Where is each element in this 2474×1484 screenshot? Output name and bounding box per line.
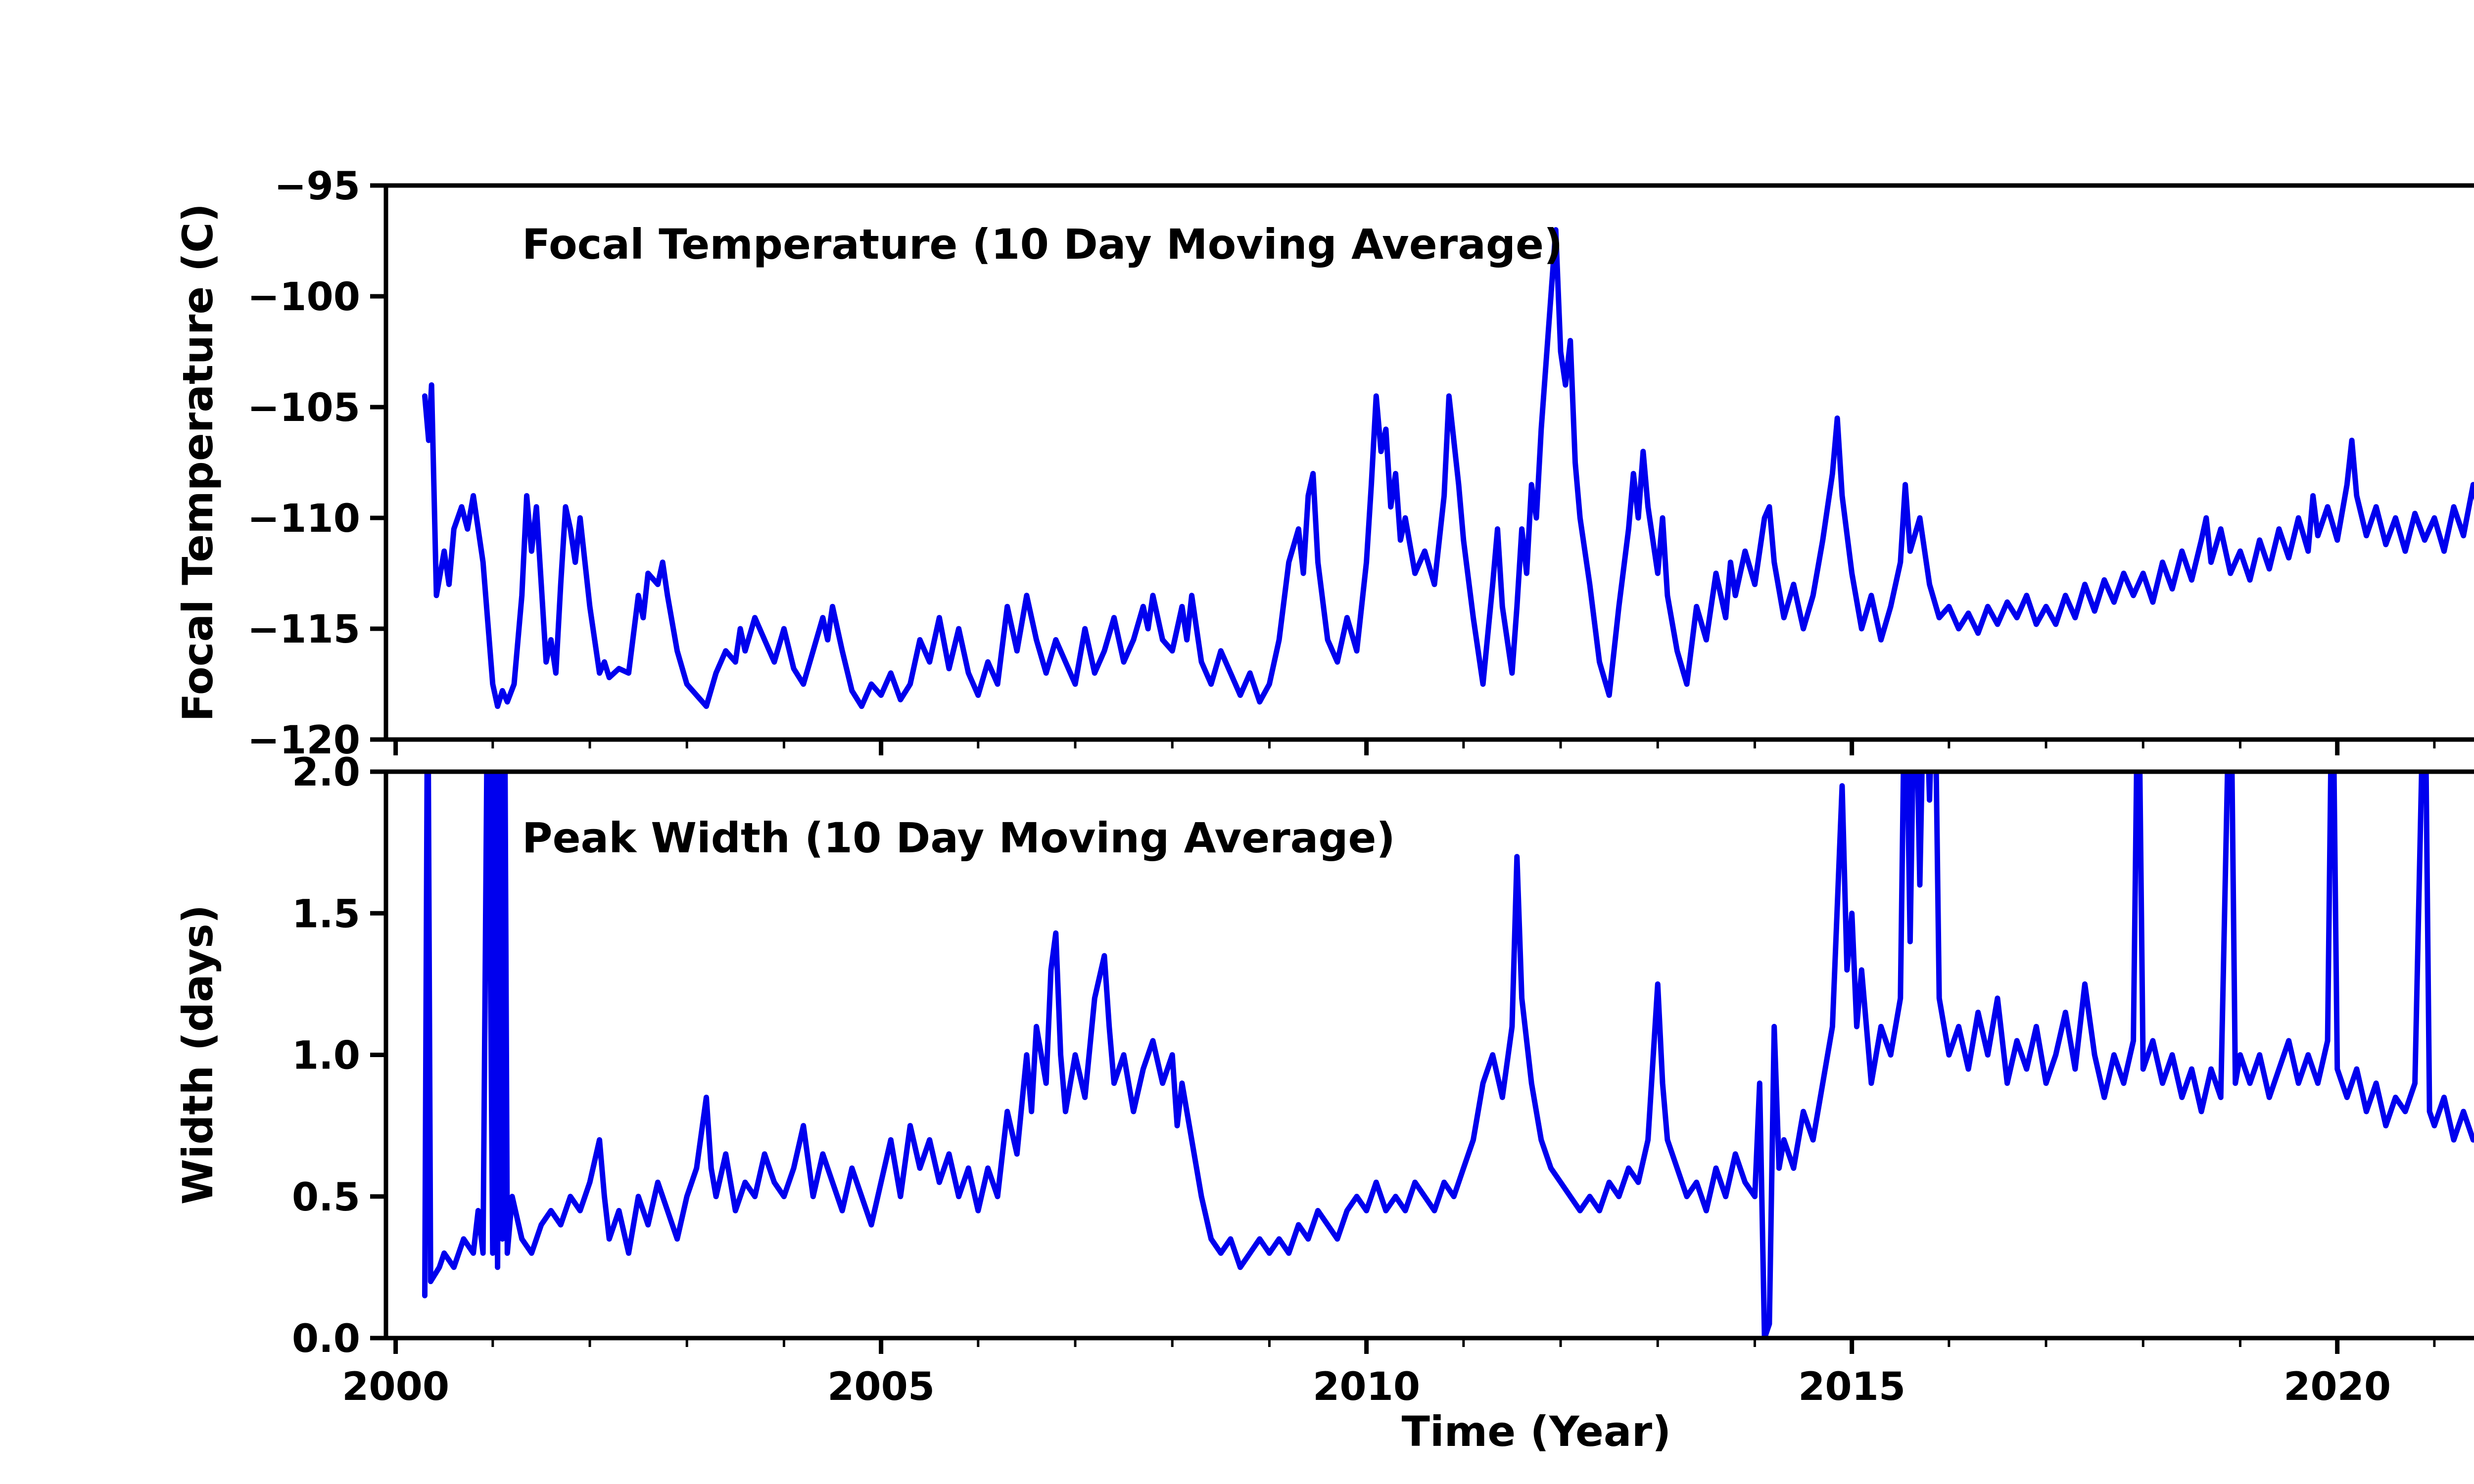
y-tick-label: 1.0	[292, 1034, 360, 1078]
y-tick-label: 0.5	[292, 1175, 360, 1220]
temperature-series-line	[422, 227, 2474, 709]
x-tick-label: 2015	[1798, 1365, 1905, 1409]
x-tick-label: 2010	[1313, 1365, 1420, 1409]
time-x-axis-label: Time (Year)	[1401, 1407, 1671, 1456]
width-panel-title: Peak Width (10 Day Moving Average)	[522, 814, 1395, 862]
y-tick-label: −100	[247, 275, 360, 320]
x-tick-label: 2005	[827, 1365, 935, 1409]
y-tick-label: 1.5	[292, 892, 360, 936]
x-tick-label: 2020	[2284, 1365, 2391, 1409]
temperature-plot-border	[383, 183, 2474, 742]
x-tick-label: 2000	[342, 1365, 449, 1409]
temperature-panel-title: Focal Temperature (10 Day Moving Average…	[522, 220, 1563, 269]
y-tick-label: −110	[247, 497, 360, 541]
width-y-axis-label: Width (days)	[174, 904, 222, 1205]
y-tick-label: −95	[274, 164, 360, 209]
y-tick-label: −120	[247, 718, 360, 763]
y-tick-label: 0.0	[292, 1317, 360, 1361]
y-tick-label: −115	[247, 607, 360, 652]
width-series-line	[422, 772, 2474, 1338]
temperature-y-axis-label: Focal Temperature (C)	[174, 203, 222, 722]
y-tick-label: −105	[247, 386, 360, 430]
y-tick-label: 2.0	[292, 750, 360, 795]
